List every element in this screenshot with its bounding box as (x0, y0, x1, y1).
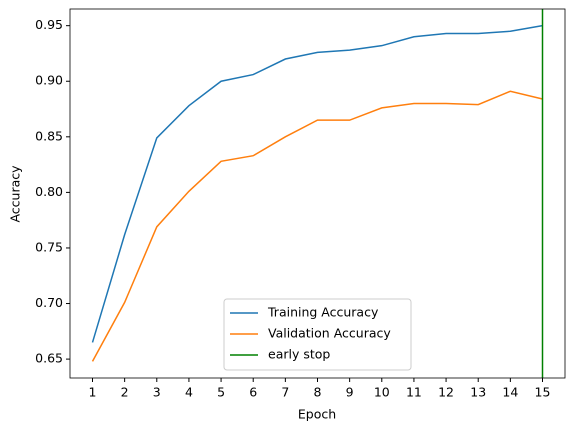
y-tick-label: 0.75 (35, 239, 63, 254)
legend-label: early stop (268, 347, 330, 362)
x-tick-label: 12 (438, 385, 454, 400)
x-tick-label: 9 (346, 385, 354, 400)
x-tick-label: 7 (281, 385, 289, 400)
x-tick-label: 4 (185, 385, 193, 400)
y-tick-label: 0.80 (35, 184, 63, 199)
y-tick-label: 0.95 (35, 17, 63, 32)
x-tick-label: 2 (121, 385, 129, 400)
data-line (91, 90, 543, 362)
x-tick-label: 6 (249, 385, 257, 400)
x-tick-label: 14 (502, 385, 518, 400)
data-line (91, 24, 543, 343)
plot-frame (69, 8, 566, 379)
x-tick-label: 10 (374, 385, 390, 400)
y-tick-label: 0.65 (35, 351, 63, 366)
y-tick-label: 0.90 (35, 73, 63, 88)
y-axis-label: Accuracy (8, 165, 23, 223)
x-tick-label: 15 (535, 385, 551, 400)
x-tick-label: 13 (470, 385, 486, 400)
legend: Training Accuracy Validation Accuracy earl… (223, 298, 412, 371)
x-tick-label: 5 (217, 385, 225, 400)
legend-label: Validation Accuracy (268, 326, 391, 341)
y-tick-label: 0.70 (35, 295, 63, 310)
x-tick-label: 3 (153, 385, 161, 400)
y-tick-label: 0.85 (35, 128, 63, 143)
x-axis-label: Epoch (298, 407, 336, 422)
x-tick-label: 11 (406, 385, 422, 400)
legend-label: Training Accuracy (267, 305, 379, 320)
x-tick-label: 8 (314, 385, 322, 400)
x-tick-label: 1 (89, 385, 97, 400)
legend-box (223, 298, 412, 371)
